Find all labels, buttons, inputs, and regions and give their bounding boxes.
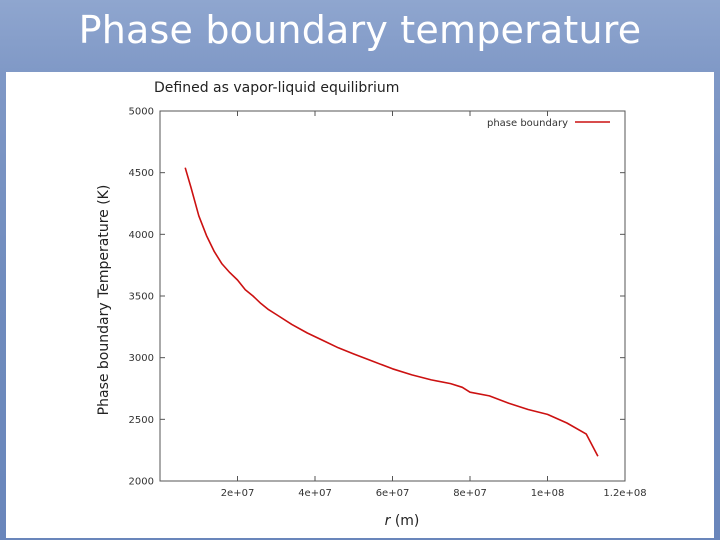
x-axis-variable: r	[384, 513, 391, 529]
x-tick-label: 2e+07	[221, 488, 255, 499]
y-tick-label: 5000	[129, 107, 154, 118]
slide-title: Phase boundary temperature	[78, 8, 642, 52]
series-line-phase-boundary	[184, 167, 599, 457]
x-tick-label: 6e+07	[376, 488, 410, 499]
legend-label: phase boundary	[487, 118, 568, 129]
plot-frame	[159, 110, 626, 482]
y-axis-label: Phase boundary Temperature (K)	[96, 184, 112, 416]
x-tick-label: 1e+08	[531, 488, 565, 499]
x-tick-label: 8e+07	[453, 488, 487, 499]
x-tick-label: 4e+07	[298, 488, 332, 499]
y-tick-label: 3000	[129, 353, 154, 364]
x-axis-unit: (m)	[394, 513, 420, 529]
y-tick-label: 3500	[129, 292, 154, 303]
x-tick-label: 1.2e+08	[603, 488, 646, 499]
y-tick-label: 4500	[129, 168, 154, 179]
chart-panel: Defined as vapor-liquid equilibrium	[6, 72, 714, 538]
x-axis-label: r (m)	[346, 512, 458, 536]
chart-subtitle: Defined as vapor-liquid equilibrium	[154, 80, 400, 96]
y-tick-label: 2000	[129, 477, 154, 488]
y-tick-label: 2500	[129, 415, 154, 426]
y-tick-label: 4000	[129, 230, 154, 241]
